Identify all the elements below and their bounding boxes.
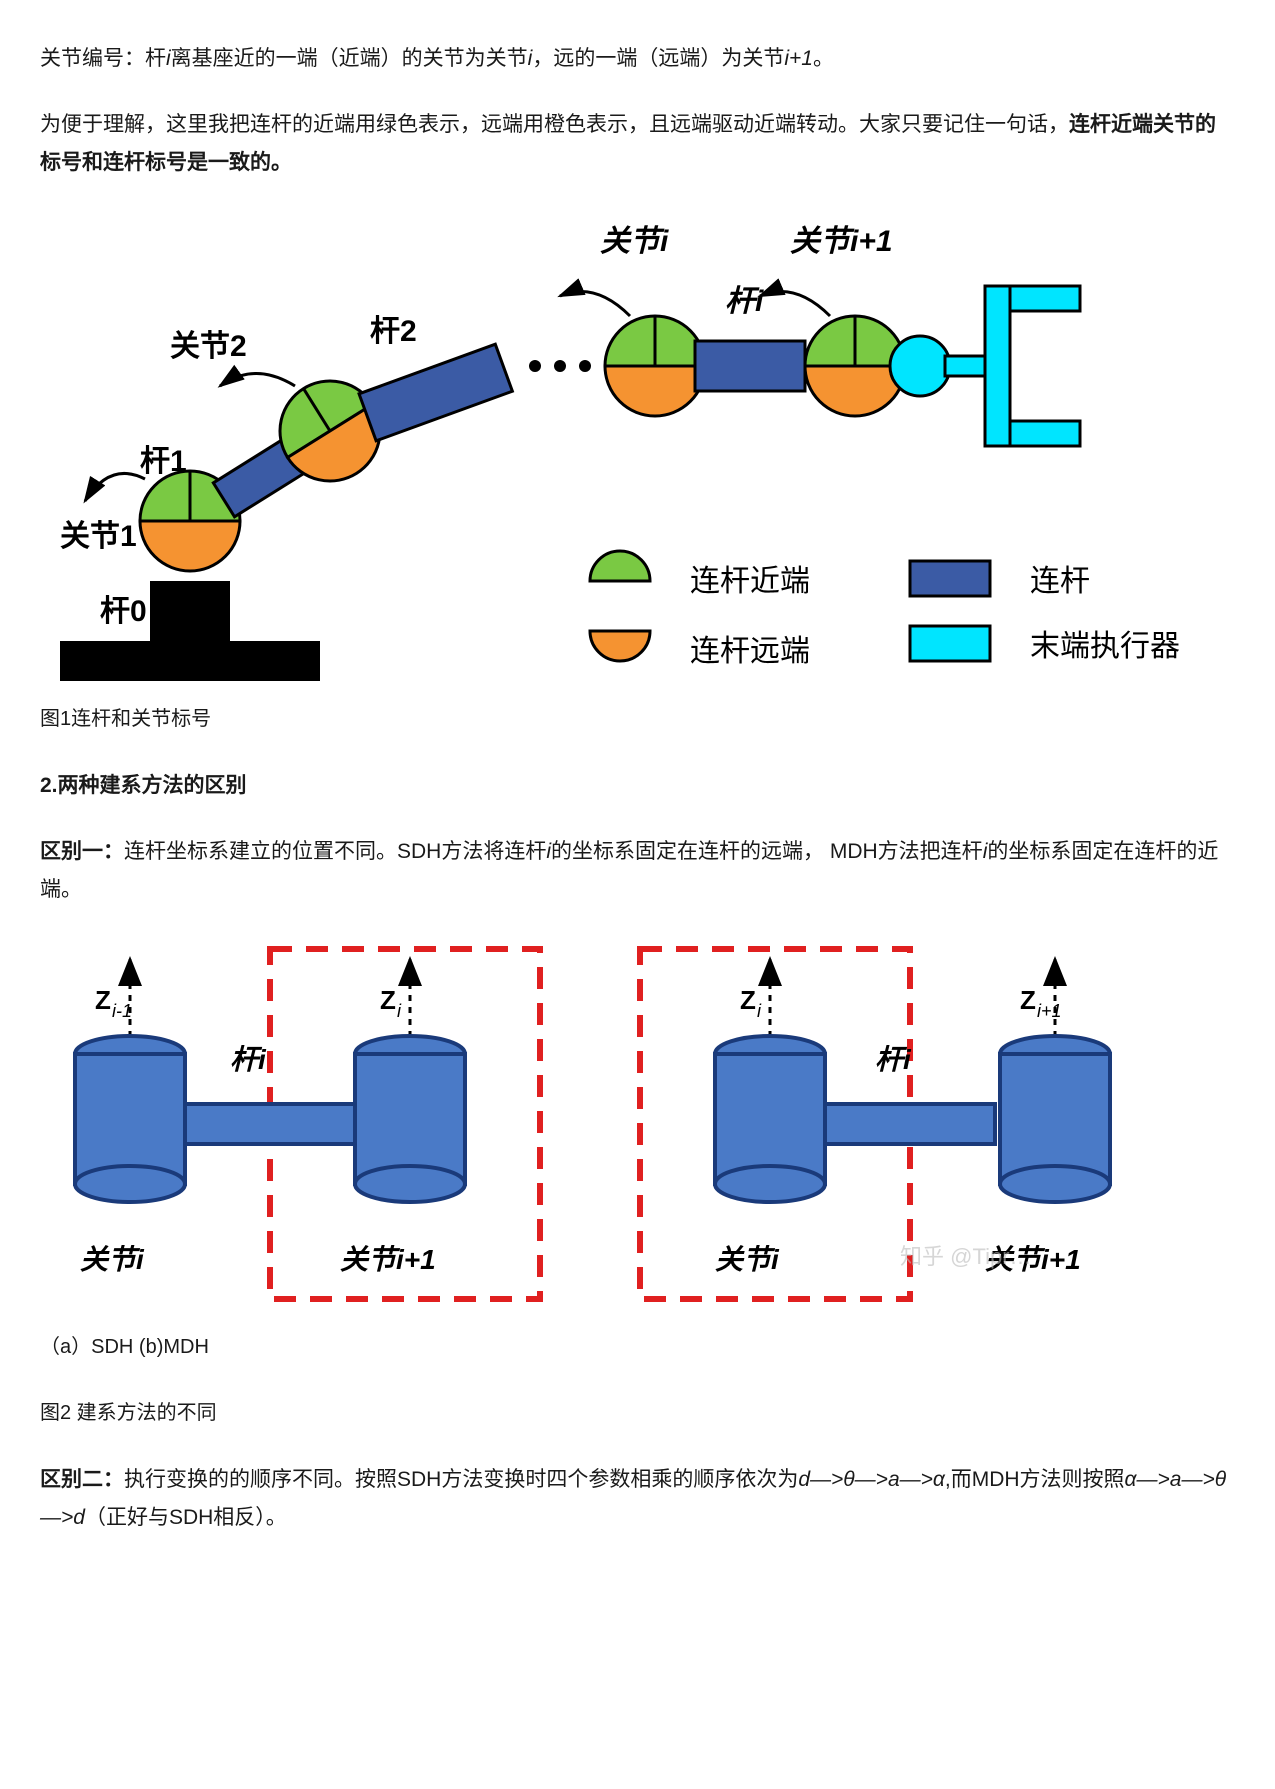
svg-text:杆i: 杆i xyxy=(875,1044,912,1075)
leg-link: 连杆 xyxy=(1030,565,1090,598)
svg-text:关节i: 关节i xyxy=(715,1244,780,1275)
figure-1: 杆0 关节1 杆1 关节2 杆2 关节i 杆i 关节i+1 xyxy=(40,211,1235,681)
svg-text:知乎 @Tipr…: 知乎 @Tipr… xyxy=(900,1244,1032,1269)
caption-fig1: 图1连杆和关节标号 xyxy=(40,701,1235,737)
lbl-jointi1: 关节i+1 xyxy=(790,225,893,258)
lbl-link0: 杆0 xyxy=(100,595,147,628)
svg-text:杆i: 杆i xyxy=(230,1044,267,1075)
svg-text:Z: Z xyxy=(95,985,111,1015)
para-diff2: 区别二：执行变换的的顺序不同。按照SDH方法变换时四个参数相乘的顺序依次为d—>… xyxy=(40,1461,1235,1537)
svg-text:Z: Z xyxy=(380,985,396,1015)
svg-text:关节i+1: 关节i+1 xyxy=(340,1244,436,1275)
para-color-note: 为便于理解，这里我把连杆的近端用绿色表示，远端用橙色表示，且远端驱动近端转动。大… xyxy=(40,106,1235,182)
lbl-link1: 杆1 xyxy=(140,445,187,478)
caption-fig2b: 图2 建系方法的不同 xyxy=(40,1395,1235,1431)
svg-text:Z: Z xyxy=(1020,985,1036,1015)
leg-far: 连杆远端 xyxy=(690,635,810,668)
svg-text:i: i xyxy=(757,1001,762,1021)
lbl-link2: 杆2 xyxy=(370,315,417,348)
caption-fig2a: （a）SDH (b)MDH xyxy=(40,1329,1235,1365)
lbl-joint2: 关节2 xyxy=(170,330,247,363)
svg-text:关节i: 关节i xyxy=(80,1244,145,1275)
lbl-linki: 杆i xyxy=(725,285,764,318)
leg-ee: 末端执行器 xyxy=(1030,630,1180,663)
svg-text:i+1: i+1 xyxy=(1037,1001,1062,1021)
svg-text:Z: Z xyxy=(740,985,756,1015)
para-diff1: 区别一：连杆坐标系建立的位置不同。SDH方法将连杆i的坐标系固定在连杆的远端， … xyxy=(40,833,1235,909)
leg-near: 连杆近端 xyxy=(690,565,810,598)
figure-2: Zi-1 杆i Zi 关节i 关节i+1 Zi 杆i Zi+1 关节i 关节i+… xyxy=(40,939,1235,1309)
heading-2: 2.两种建系方法的区别 xyxy=(40,767,1235,805)
svg-text:i: i xyxy=(397,1001,402,1021)
para-joint-numbering: 关节编号：杆i离基座近的一端（近端）的关节为关节i，远的一端（远端）为关节i+1… xyxy=(40,40,1235,78)
lbl-jointi: 关节i xyxy=(600,225,669,258)
lbl-joint1: 关节1 xyxy=(60,520,137,553)
svg-text:i-1: i-1 xyxy=(112,1001,132,1021)
